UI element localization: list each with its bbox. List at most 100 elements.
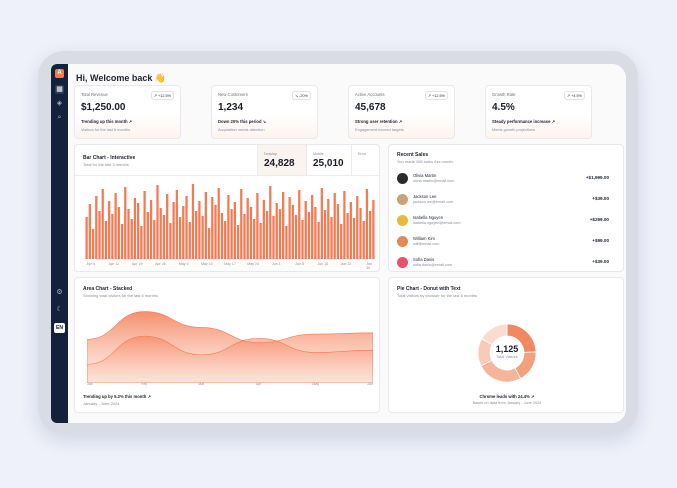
bar[interactable] bbox=[117, 207, 120, 259]
bar[interactable] bbox=[114, 193, 117, 259]
bar[interactable] bbox=[256, 193, 259, 259]
donut-slice[interactable] bbox=[481, 323, 508, 346]
bar[interactable] bbox=[85, 217, 88, 259]
bar[interactable] bbox=[214, 205, 217, 259]
bar[interactable] bbox=[130, 219, 133, 259]
bar[interactable] bbox=[224, 221, 227, 259]
bar[interactable] bbox=[88, 204, 91, 259]
donut-slice[interactable] bbox=[480, 359, 522, 383]
bar[interactable] bbox=[311, 195, 314, 259]
bar[interactable] bbox=[307, 212, 311, 259]
bar[interactable] bbox=[246, 198, 249, 259]
bar[interactable] bbox=[124, 187, 127, 259]
bar[interactable] bbox=[259, 223, 262, 259]
bar[interactable] bbox=[153, 220, 156, 259]
bar[interactable] bbox=[230, 209, 233, 259]
bar[interactable] bbox=[162, 215, 166, 259]
bar[interactable] bbox=[291, 205, 294, 259]
bar[interactable] bbox=[336, 204, 340, 259]
bar[interactable] bbox=[356, 196, 359, 259]
sales-row[interactable]: Olivia Martin olivia.martin@email.com +$1,… bbox=[397, 170, 609, 190]
bar[interactable] bbox=[262, 200, 265, 259]
bar[interactable] bbox=[272, 216, 275, 259]
bar[interactable] bbox=[149, 200, 153, 259]
bar[interactable] bbox=[265, 211, 269, 259]
bar[interactable] bbox=[227, 195, 230, 259]
bar[interactable] bbox=[220, 213, 224, 259]
bar[interactable] bbox=[253, 219, 256, 259]
bar[interactable] bbox=[172, 202, 175, 259]
bar[interactable] bbox=[156, 185, 159, 259]
bar[interactable] bbox=[127, 209, 130, 259]
bar[interactable] bbox=[175, 190, 178, 259]
bar[interactable] bbox=[352, 218, 356, 259]
bar[interactable] bbox=[362, 221, 365, 259]
bar[interactable] bbox=[146, 212, 149, 259]
bar[interactable] bbox=[185, 196, 188, 259]
sales-row[interactable]: Sofia Davis sofia.davis@email.com +$39.00 bbox=[397, 254, 609, 274]
grid-icon[interactable]: ▦ bbox=[55, 85, 64, 94]
bar[interactable] bbox=[195, 211, 198, 259]
language-switch[interactable]: EN bbox=[54, 323, 65, 333]
bar[interactable] bbox=[278, 209, 282, 259]
tab-error[interactable]: Error bbox=[351, 145, 380, 175]
bar[interactable] bbox=[159, 208, 162, 259]
tab-desktop[interactable]: Desktop 24,828 bbox=[257, 145, 306, 175]
bar[interactable] bbox=[98, 211, 101, 259]
bar[interactable] bbox=[166, 194, 169, 259]
bar[interactable] bbox=[317, 222, 320, 259]
tab-mobile[interactable]: Mobile 25,010 bbox=[306, 145, 351, 175]
bar[interactable] bbox=[211, 197, 214, 259]
bar[interactable] bbox=[369, 211, 372, 259]
bar[interactable] bbox=[204, 192, 207, 259]
bar[interactable] bbox=[101, 189, 104, 259]
bar[interactable] bbox=[320, 188, 323, 259]
sales-row[interactable]: Isabella Nguyen isabella.nguyen@email.com… bbox=[397, 212, 609, 232]
area-series[interactable] bbox=[87, 335, 373, 383]
bar[interactable] bbox=[178, 217, 182, 259]
bar[interactable] bbox=[269, 186, 272, 259]
bar[interactable] bbox=[314, 207, 317, 259]
bar[interactable] bbox=[343, 191, 346, 259]
bar[interactable] bbox=[91, 229, 95, 259]
bar[interactable] bbox=[182, 206, 185, 259]
bar[interactable] bbox=[104, 221, 108, 259]
bar[interactable] bbox=[304, 201, 307, 259]
bar[interactable] bbox=[249, 207, 253, 259]
bar[interactable] bbox=[340, 224, 343, 259]
bar[interactable] bbox=[330, 217, 333, 259]
bar[interactable] bbox=[201, 216, 204, 259]
bar[interactable] bbox=[282, 192, 285, 259]
bar[interactable] bbox=[95, 196, 98, 259]
bar[interactable] bbox=[349, 202, 352, 259]
bar[interactable] bbox=[294, 215, 298, 259]
bar[interactable] bbox=[108, 201, 111, 259]
settings-icon[interactable]: ⚙ bbox=[56, 289, 63, 296]
bar[interactable] bbox=[333, 193, 336, 259]
bar[interactable] bbox=[198, 201, 201, 259]
bar[interactable] bbox=[188, 222, 191, 259]
bar[interactable] bbox=[346, 213, 349, 259]
bar[interactable] bbox=[285, 226, 288, 259]
bar[interactable] bbox=[327, 199, 330, 259]
bar[interactable] bbox=[365, 189, 369, 259]
bar[interactable] bbox=[207, 228, 211, 259]
bar[interactable] bbox=[140, 226, 143, 259]
bar[interactable] bbox=[217, 188, 220, 259]
bar[interactable] bbox=[323, 210, 327, 259]
layers-icon[interactable]: ◈ bbox=[56, 100, 63, 107]
bar[interactable] bbox=[236, 225, 240, 259]
sales-row[interactable]: William Kim will@email.com +$99.00 bbox=[397, 233, 609, 253]
bar[interactable] bbox=[233, 202, 236, 259]
bar[interactable] bbox=[133, 198, 137, 259]
bar[interactable] bbox=[143, 191, 146, 259]
app-logo[interactable]: A bbox=[55, 69, 64, 78]
bar[interactable] bbox=[169, 223, 172, 259]
bar[interactable] bbox=[288, 197, 291, 259]
search-icon[interactable]: ⌕ bbox=[57, 114, 62, 121]
bar[interactable] bbox=[120, 224, 124, 259]
bar[interactable] bbox=[137, 203, 140, 259]
bar[interactable] bbox=[359, 208, 362, 259]
bar[interactable] bbox=[240, 189, 243, 259]
bar[interactable] bbox=[275, 203, 278, 259]
